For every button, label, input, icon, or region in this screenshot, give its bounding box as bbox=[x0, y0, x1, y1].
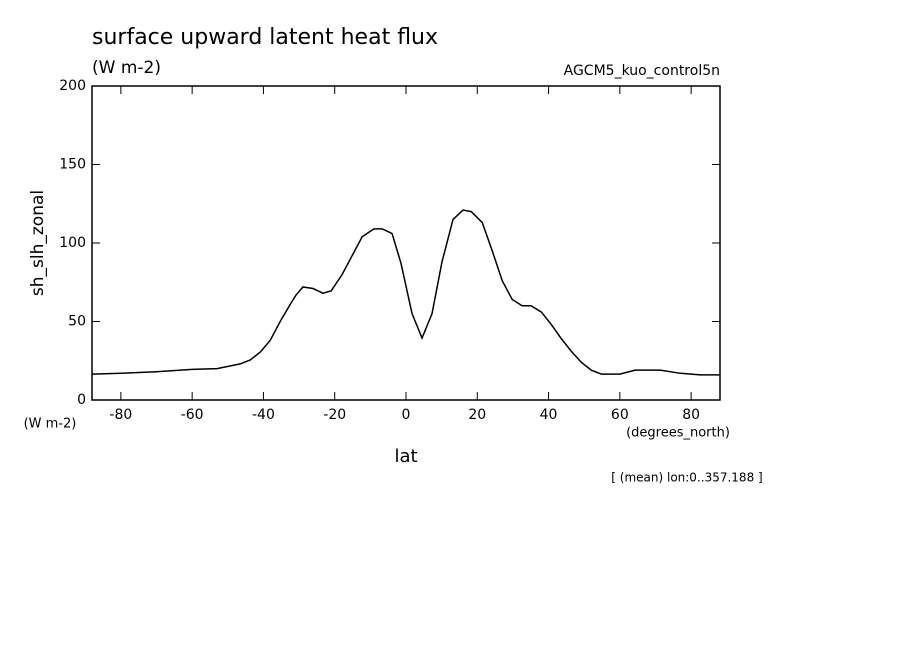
subtitle: (W m-2) bbox=[92, 58, 161, 78]
x-tick-label: 20 bbox=[468, 407, 486, 423]
plot-frame bbox=[91, 85, 721, 401]
x-tick-label: -80 bbox=[109, 407, 132, 423]
chart-title: surface upward latent heat flux bbox=[92, 25, 438, 50]
y-tick-label: 50 bbox=[68, 314, 86, 330]
y-tick-label: 100 bbox=[59, 235, 86, 251]
x-tick-label: 40 bbox=[540, 407, 558, 423]
x-tick-label: 60 bbox=[611, 407, 629, 423]
y-tick-label: 0 bbox=[77, 392, 86, 408]
y-axis-label: sh_slh_zonal bbox=[28, 190, 48, 296]
y-tick-label: 150 bbox=[59, 157, 86, 173]
data-line bbox=[92, 209, 720, 376]
annotation: [ (mean) lon:0..357.188 ] bbox=[611, 471, 762, 485]
y-units: (W m-2) bbox=[24, 417, 77, 432]
x-units: (degrees_north) bbox=[626, 426, 730, 441]
x-tick-label: 80 bbox=[682, 407, 700, 423]
x-tick-label: -60 bbox=[181, 407, 204, 423]
model-label: AGCM5_kuo_control5n bbox=[564, 63, 720, 79]
x-tick-label: -20 bbox=[323, 407, 346, 423]
x-tick-label: 0 bbox=[402, 407, 411, 423]
y-tick-label: 200 bbox=[59, 78, 86, 94]
x-tick-label: -40 bbox=[252, 407, 275, 423]
x-axis-label: lat bbox=[394, 446, 417, 467]
